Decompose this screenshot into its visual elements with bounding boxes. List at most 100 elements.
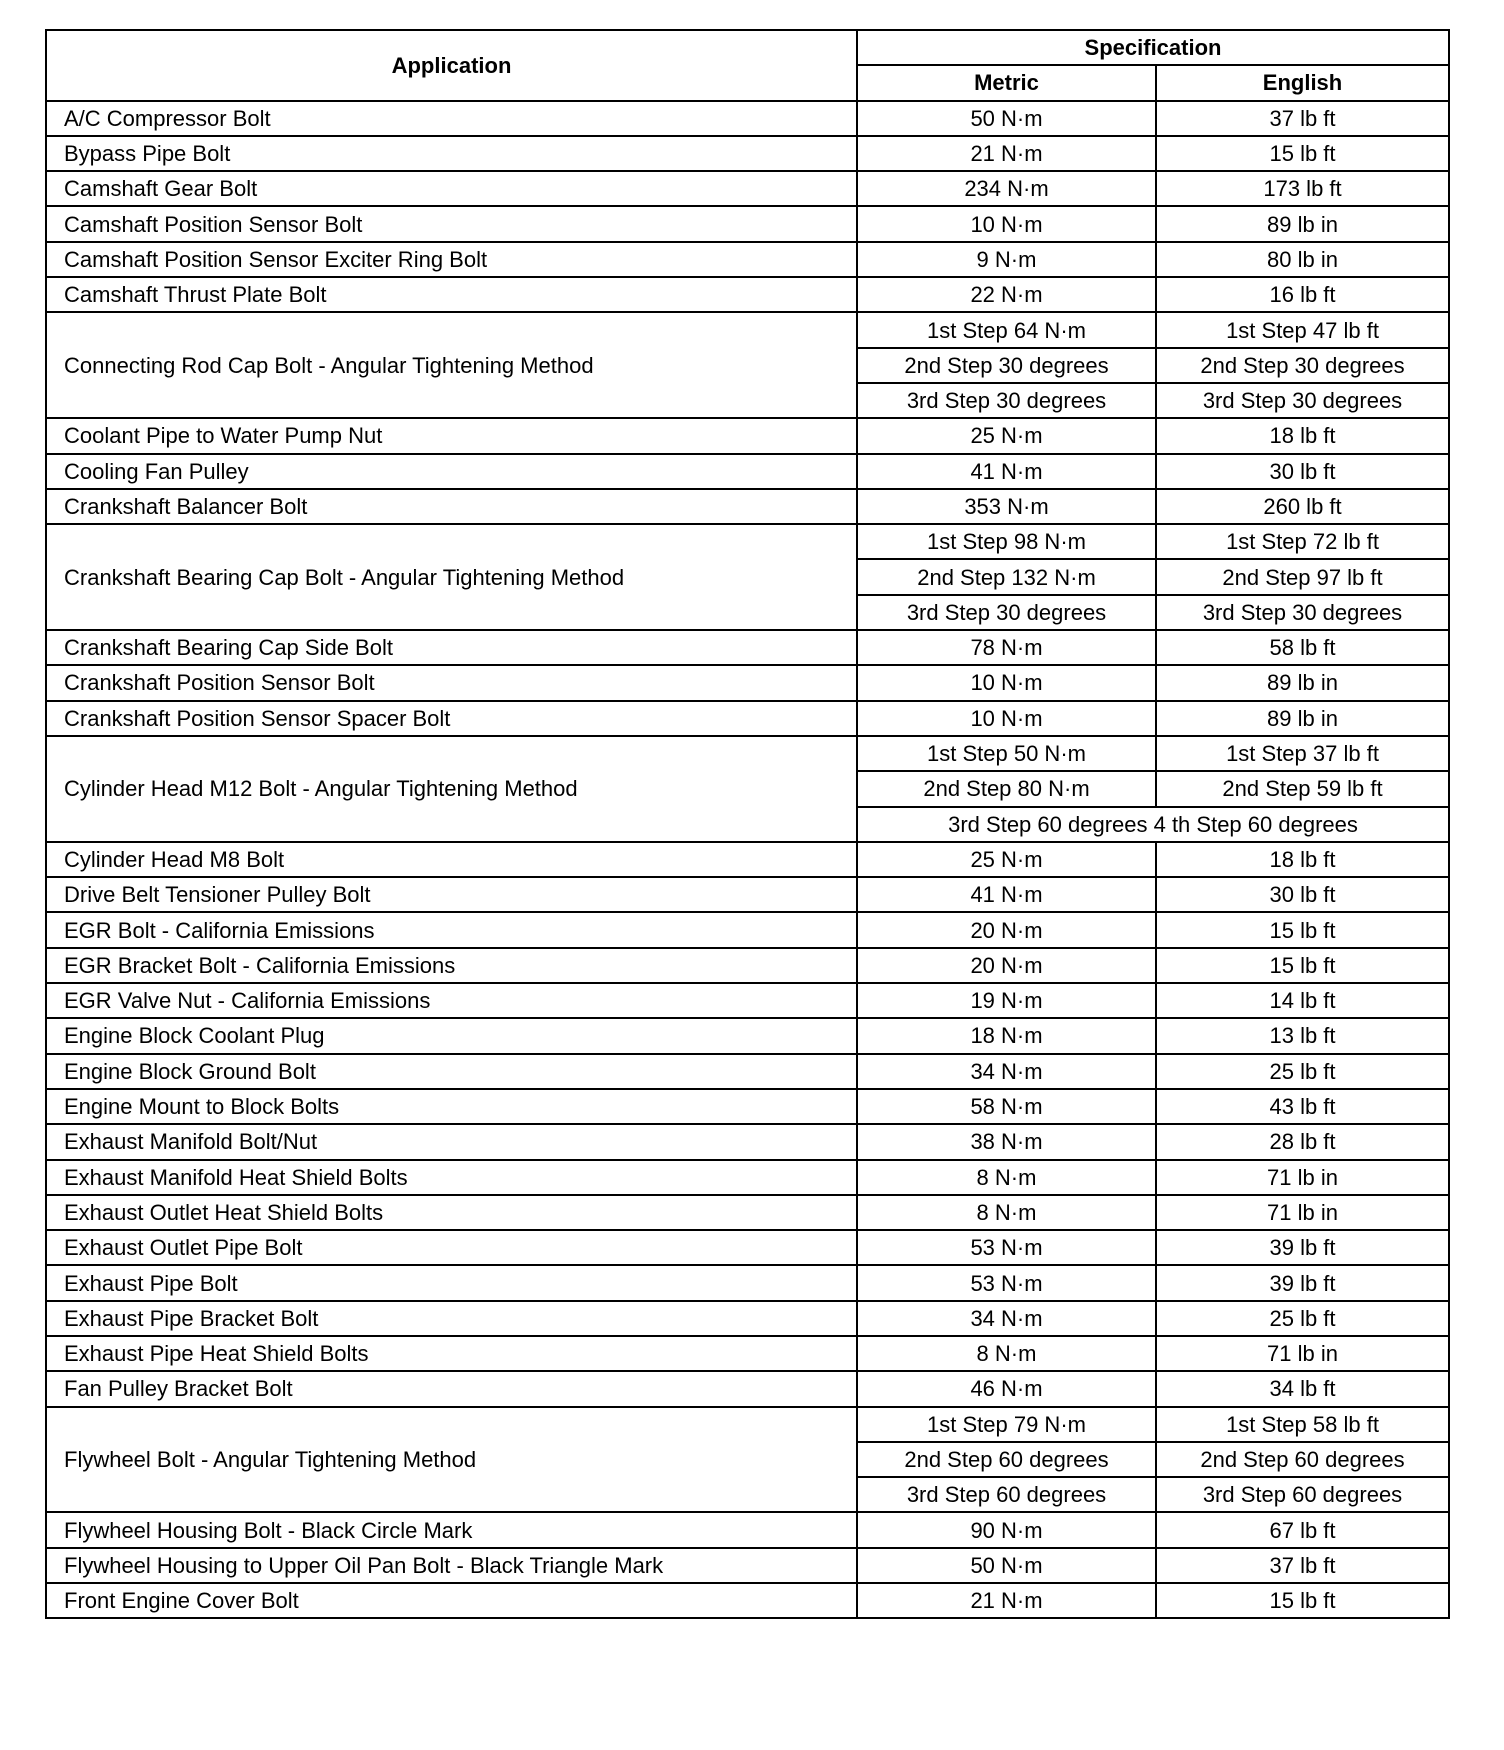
application-cell: Crankshaft Bearing Cap Side Bolt	[45, 629, 858, 667]
application-cell: EGR Valve Nut - California Emissions	[45, 982, 858, 1020]
table-row-step: 2nd Step 30 degrees 2nd Step 30 degrees	[46, 346, 1451, 384]
table-row: Flywheel Bolt - Angular Tightening Metho…	[45, 1405, 1451, 1514]
english-cell: 30 lb ft	[1154, 876, 1451, 914]
english-cell: 2nd Step 59 lb ft	[1154, 770, 1451, 808]
table-body: A/C Compressor Bolt 50 N·m 37 lb ft Bypass …	[45, 99, 1451, 1620]
table-row: Exhaust Manifold Heat Shield Bolts 8 N·m 7…	[45, 1158, 1451, 1196]
metric-cell: 234 N·m	[856, 170, 1157, 208]
metric-cell: 1st Step 98 N·m	[856, 523, 1157, 561]
application-cell: Exhaust Manifold Heat Shield Bolts	[45, 1158, 858, 1196]
metric-cell: 1st Step 64 N·m	[856, 311, 1157, 349]
metric-cell: 2nd Step 80 N·m	[856, 770, 1157, 808]
table-row: Camshaft Thrust Plate Bolt 22 N·m 16 lb ft	[45, 276, 1451, 314]
application-cell: Camshaft Gear Bolt	[45, 170, 858, 208]
metric-cell: 25 N·m	[856, 417, 1157, 455]
english-cell: 3rd Step 30 degrees	[1154, 381, 1451, 420]
table-row: Camshaft Position Sensor Bolt 10 N·m 89 lb…	[45, 205, 1451, 243]
english-cell: 2nd Step 30 degrees	[1154, 346, 1451, 384]
english-cell: 71 lb in	[1154, 1334, 1451, 1373]
metric-cell: 34 N·m	[856, 1299, 1157, 1337]
table-row: Crankshaft Bearing Cap Bolt - Angular Ti…	[45, 523, 1451, 632]
english-cell: 2nd Step 97 lb ft	[1154, 558, 1451, 596]
metric-cell: 38 N·m	[856, 1123, 1157, 1161]
metric-cell: 20 N·m	[856, 946, 1157, 985]
english-cell: 25 lb ft	[1154, 1052, 1451, 1090]
table-row-step: 3rd Step 30 degrees 3rd Step 30 degrees	[46, 593, 1451, 632]
metric-cell: 8 N·m	[856, 1334, 1157, 1373]
table-row: EGR Bolt - California Emissions 20 N·m 15 …	[45, 911, 1451, 949]
application-cell: Fan Pulley Bracket Bolt	[45, 1370, 858, 1408]
english-cell: 80 lb in	[1154, 240, 1451, 279]
english-cell: 16 lb ft	[1154, 276, 1451, 314]
english-cell: 18 lb ft	[1154, 840, 1451, 879]
english-cell: 15 lb ft	[1154, 134, 1451, 173]
english-cell: 39 lb ft	[1154, 1264, 1451, 1302]
application-cell: Exhaust Pipe Heat Shield Bolts	[45, 1334, 858, 1373]
metric-cell: 50 N·m	[856, 1546, 1157, 1585]
table-row: Exhaust Outlet Heat Shield Bolts 8 N·m 71 …	[45, 1193, 1451, 1232]
table-row: Engine Mount to Block Bolts 58 N·m 43 lb f…	[45, 1087, 1451, 1126]
application-cell: Exhaust Pipe Bracket Bolt	[45, 1299, 858, 1337]
english-cell: 43 lb ft	[1154, 1087, 1451, 1126]
application-cell: Engine Block Ground Bolt	[45, 1052, 858, 1090]
table-row: Crankshaft Position Sensor Bolt 10 N·m 89 …	[45, 664, 1451, 702]
table-row-step: 3rd Step 60 degrees 4 th Step 60 degrees	[46, 805, 1451, 843]
application-cell: Flywheel Bolt - Angular Tightening Metho…	[45, 1405, 858, 1514]
application-cell: Engine Mount to Block Bolts	[45, 1087, 858, 1126]
table-row: Cooling Fan Pulley 41 N·m 30 lb ft	[45, 452, 1451, 490]
metric-cell: 8 N·m	[856, 1193, 1157, 1232]
table-row: Coolant Pipe to Water Pump Nut 25 N·m 18 l…	[45, 417, 1451, 455]
english-cell: 34 lb ft	[1154, 1370, 1451, 1408]
table-row: Cylinder Head M12 Bolt - Angular Tighten…	[45, 734, 1451, 843]
application-cell: Bypass Pipe Bolt	[45, 134, 858, 173]
metric-cell: 1st Step 79 N·m	[856, 1405, 1157, 1443]
metric-cell: 25 N·m	[856, 840, 1157, 879]
application-cell: Exhaust Outlet Heat Shield Bolts	[45, 1193, 858, 1232]
application-cell: A/C Compressor Bolt	[45, 99, 858, 137]
application-cell: Flywheel Housing Bolt - Black Circle Mar…	[45, 1511, 858, 1549]
table-row: Drive Belt Tensioner Pulley Bolt 41 N·m 30…	[45, 876, 1451, 914]
english-cell: 58 lb ft	[1154, 629, 1451, 667]
application-cell: Crankshaft Balancer Bolt	[45, 487, 858, 526]
metric-cell: 18 N·m	[856, 1017, 1157, 1055]
english-cell: 1st Step 37 lb ft	[1154, 734, 1451, 773]
english-cell: 89 lb in	[1154, 205, 1451, 243]
table-row: Exhaust Pipe Heat Shield Bolts 8 N·m 71 lb…	[45, 1334, 1451, 1373]
english-cell: 25 lb ft	[1154, 1299, 1451, 1337]
table-row: Exhaust Manifold Bolt/Nut 38 N·m 28 lb ft	[45, 1123, 1451, 1161]
table-row: Cylinder Head M8 Bolt 25 N·m 18 lb ft	[45, 840, 1451, 879]
metric-cell: 41 N·m	[856, 452, 1157, 490]
table-row: Crankshaft Position Sensor Spacer Bolt 10…	[45, 699, 1451, 737]
torque-specification-table: Application Specification Metric English…	[45, 28, 1451, 1620]
metric-cell: 20 N·m	[856, 911, 1157, 949]
table-row: Flywheel Housing Bolt - Black Circle Mar…	[45, 1511, 1451, 1549]
metric-cell: 46 N·m	[856, 1370, 1157, 1408]
english-cell: 13 lb ft	[1154, 1017, 1451, 1055]
header-row: Application Specification	[45, 28, 1451, 102]
metric-cell: 90 N·m	[856, 1511, 1157, 1549]
english-cell: 15 lb ft	[1154, 911, 1451, 949]
english-cell: 3rd Step 30 degrees	[1154, 593, 1451, 632]
metric-cell: 78 N·m	[856, 629, 1157, 667]
application-cell: Flywheel Housing to Upper Oil Pan Bolt -…	[45, 1546, 858, 1585]
application-cell: Drive Belt Tensioner Pulley Bolt	[45, 876, 858, 914]
table-row: Exhaust Outlet Pipe Bolt 53 N·m 39 lb ft	[45, 1229, 1451, 1267]
table-row: Bypass Pipe Bolt 21 N·m 15 lb ft	[45, 134, 1451, 173]
metric-cell: 2nd Step 132 N·m	[856, 558, 1157, 596]
application-cell: Exhaust Manifold Bolt/Nut	[45, 1123, 858, 1161]
english-cell: 1st Step 72 lb ft	[1154, 523, 1451, 561]
english-cell: 39 lb ft	[1154, 1229, 1451, 1267]
application-cell: Exhaust Pipe Bolt	[45, 1264, 858, 1302]
application-cell: Crankshaft Position Sensor Spacer Bolt	[45, 699, 858, 737]
english-cell: 89 lb in	[1154, 699, 1451, 737]
combined-spec-cell: 3rd Step 60 degrees 4 th Step 60 degrees	[855, 805, 1451, 843]
metric-cell: 34 N·m	[856, 1052, 1157, 1090]
english-cell: 3rd Step 60 degrees	[1154, 1476, 1451, 1514]
table-row: Crankshaft Bearing Cap Side Bolt 78 N·m 58…	[45, 629, 1451, 667]
english-cell: 71 lb in	[1154, 1193, 1451, 1232]
table-row: Engine Block Ground Bolt 34 N·m 25 lb ft	[45, 1052, 1451, 1090]
table-row-step: 3rd Step 60 degrees 3rd Step 60 degrees	[46, 1476, 1451, 1514]
table-row: Connecting Rod Cap Bolt - Angular Tighte…	[45, 311, 1451, 420]
metric-cell: 353 N·m	[856, 487, 1157, 526]
metric-cell: 41 N·m	[856, 876, 1157, 914]
